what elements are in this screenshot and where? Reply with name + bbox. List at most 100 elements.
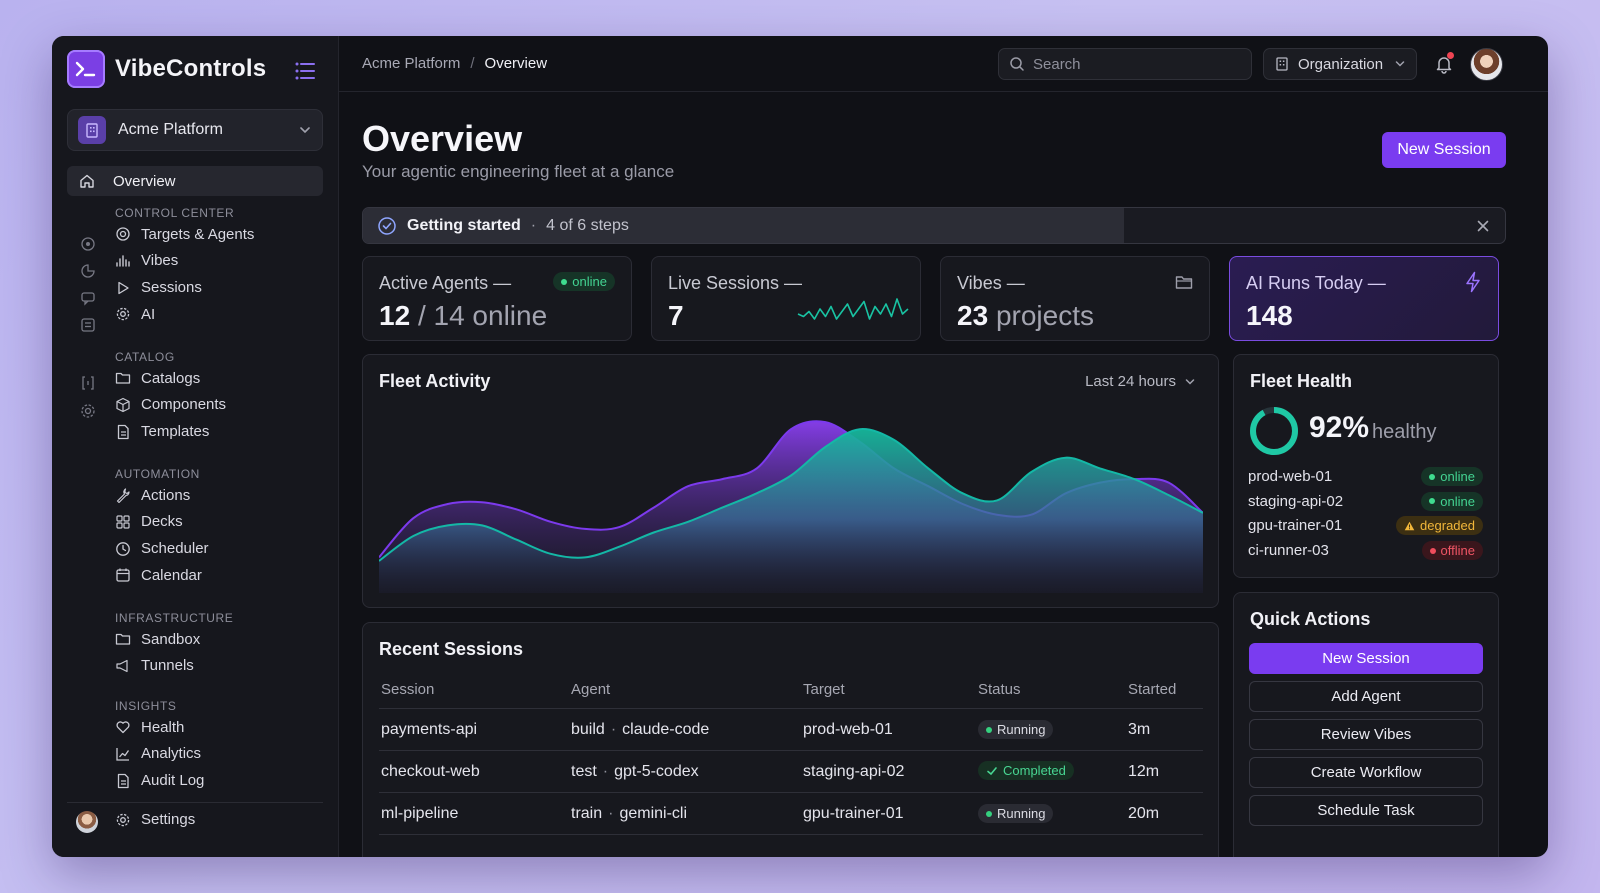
stat-label: Vibes —: [957, 273, 1025, 293]
schedule-task-button[interactable]: Schedule Task: [1249, 795, 1483, 826]
breadcrumb-item-org[interactable]: Acme Platform: [362, 55, 461, 72]
stat-card-live-sessions[interactable]: Live Sessions — 7: [651, 256, 921, 341]
cell-target: prod-web-01: [801, 708, 976, 751]
sidebar-item-label: Scheduler: [141, 540, 209, 558]
brackets-rail-icon[interactable]: [79, 374, 97, 392]
new-session-button[interactable]: New Session: [1249, 643, 1483, 674]
cell-status: Running: [976, 792, 1126, 835]
topbar: Acme Platform / Overview Organization: [339, 36, 1548, 92]
warning-icon: [1404, 521, 1415, 531]
table-row[interactable]: payments-api build · claude-code prod-web-01…: [379, 708, 1203, 751]
notification-dot: [1447, 52, 1454, 59]
column-header[interactable]: Session: [379, 675, 569, 709]
column-header[interactable]: Started: [1126, 675, 1203, 709]
app-window: VibeControls Acme Platform Overview CONT…: [52, 36, 1548, 857]
network-rail-icon[interactable]: [79, 235, 97, 253]
add-agent-button[interactable]: Add Agent: [1249, 681, 1483, 712]
table-row[interactable]: checkout-web test · gpt-5-codex staging-api-…: [379, 750, 1203, 793]
sidebar-item-tunnels[interactable]: Tunnels: [115, 655, 194, 677]
stat-value: 23 projects: [957, 300, 1094, 331]
folder-icon: [1175, 276, 1193, 289]
sidebar-item-ai[interactable]: AI: [115, 303, 155, 325]
time-range-select[interactable]: Last 24 hours: [1085, 373, 1196, 390]
status-badge: online: [1421, 491, 1483, 511]
bell-icon[interactable]: [1434, 54, 1454, 74]
wrench-icon: [116, 488, 130, 503]
stat-card-vibes[interactable]: Vibes — 23 projects: [940, 256, 1210, 341]
create-workflow-button[interactable]: Create Workflow: [1249, 757, 1483, 788]
table-row[interactable]: ml-pipeline train · gemini-cli gpu-trainer-0…: [379, 792, 1203, 835]
sidebar-item-health[interactable]: Health: [115, 716, 184, 738]
getting-started-banner[interactable]: Getting started · 4 of 6 steps: [362, 207, 1506, 244]
getting-started-separator: ·: [530, 216, 537, 234]
stat-label: Active Agents —: [379, 273, 512, 293]
host-row[interactable]: prod-web-01 online: [1248, 467, 1483, 486]
user-avatar[interactable]: [76, 811, 98, 833]
cell-session: payments-api: [379, 708, 569, 751]
sidebar-item-settings[interactable]: Settings: [115, 811, 195, 828]
sidebar-item-targets-agents[interactable]: Targets & Agents: [115, 223, 254, 245]
sidebar-item-decks[interactable]: Decks: [115, 511, 183, 533]
document-icon: [117, 773, 129, 788]
search-input[interactable]: [1033, 55, 1233, 73]
page-subtitle: Your agentic engineering fleet at a glan…: [362, 162, 675, 181]
sidebar: VibeControls Acme Platform Overview CONT…: [52, 36, 339, 857]
cell-status: Running: [976, 708, 1126, 751]
pie-rail-icon[interactable]: [79, 262, 97, 280]
sidebar-item-actions[interactable]: Actions: [115, 484, 190, 506]
fleet-health-card: Fleet Health 92% healthy prod-web-01 onli…: [1233, 354, 1499, 578]
cell-session: ml-pipeline: [379, 792, 569, 835]
menu-list-icon[interactable]: [294, 60, 316, 82]
sidebar-item-label: Tunnels: [141, 657, 194, 675]
list-rail-icon[interactable]: [79, 316, 97, 334]
sidebar-item-analytics[interactable]: Analytics: [115, 743, 201, 765]
sidebar-item-scheduler[interactable]: Scheduler: [115, 538, 209, 560]
org-switcher[interactable]: Acme Platform: [67, 109, 323, 151]
sidebar-item-label: Analytics: [141, 745, 202, 763]
sidebar-item-templates[interactable]: Templates: [115, 421, 209, 443]
organization-select[interactable]: Organization: [1263, 48, 1417, 80]
close-icon[interactable]: [1475, 218, 1491, 234]
sidebar-section-title: INSIGHTS: [115, 699, 177, 713]
time-range-label: Last 24 hours: [1085, 373, 1176, 390]
stat-card-ai-runs[interactable]: AI Runs Today — 148: [1229, 256, 1499, 341]
column-header[interactable]: Status: [976, 675, 1126, 709]
new-session-button[interactable]: New Session: [1382, 132, 1506, 168]
sidebar-item-sandbox[interactable]: Sandbox: [115, 628, 200, 650]
host-name: gpu-trainer-01: [1248, 517, 1343, 535]
chart-line-icon: [116, 747, 130, 761]
host-row[interactable]: gpu-trainer-01 degraded: [1248, 516, 1483, 536]
stat-card-active-agents[interactable]: Active Agents — online 12 / 14 online: [362, 256, 632, 341]
sidebar-item-components[interactable]: Components: [115, 394, 226, 416]
area-series-2: [379, 429, 1203, 593]
sidebar-item-overview[interactable]: Overview: [67, 166, 323, 196]
status-badge: offline: [1421, 541, 1483, 561]
cell-agent: build · claude-code: [569, 708, 801, 751]
sidebar-item-label: Vibes: [141, 252, 179, 270]
getting-started-steps: 4 of 6 steps: [546, 216, 629, 234]
org-name: Acme Platform: [118, 121, 223, 138]
brand[interactable]: VibeControls: [67, 50, 266, 88]
gear-rail-icon[interactable]: [79, 402, 97, 420]
search-box[interactable]: [998, 48, 1252, 80]
sidebar-item-sessions[interactable]: Sessions: [115, 277, 202, 299]
stat-value: 148: [1246, 300, 1293, 331]
review-vibes-button[interactable]: Review Vibes: [1249, 719, 1483, 750]
fleet-activity-chart: [379, 420, 1203, 593]
column-header[interactable]: Agent: [569, 675, 801, 709]
host-name: prod-web-01: [1248, 468, 1333, 485]
column-header[interactable]: Target: [801, 675, 976, 709]
sidebar-item-audit-log[interactable]: Audit Log: [115, 770, 204, 792]
host-row[interactable]: ci-runner-03 offline: [1248, 541, 1483, 561]
sidebar-item-vibes[interactable]: Vibes: [115, 250, 178, 272]
sparkline-line: [797, 298, 909, 320]
cell-target: staging-api-02: [801, 750, 976, 793]
sidebar-item-catalogs[interactable]: Catalogs: [115, 367, 200, 389]
host-row[interactable]: staging-api-02 online: [1248, 491, 1483, 511]
sidebar-item-calendar[interactable]: Calendar: [115, 564, 202, 586]
cell-status: Completed: [976, 750, 1126, 793]
profile-avatar[interactable]: [1470, 48, 1503, 81]
chevron-down-icon: [1395, 61, 1405, 67]
heart-icon: [116, 721, 130, 734]
chat-rail-icon[interactable]: [79, 289, 97, 307]
